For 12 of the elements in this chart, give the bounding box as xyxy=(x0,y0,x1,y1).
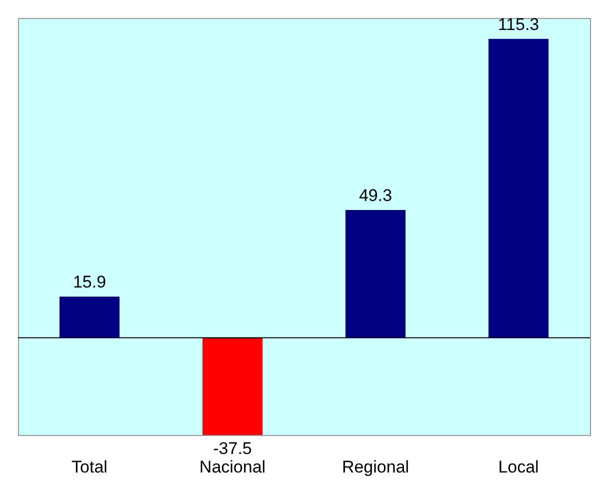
x-tick-label: Total xyxy=(72,458,108,476)
bar xyxy=(488,38,549,338)
bar xyxy=(345,210,406,338)
x-tick-label: Nacional xyxy=(199,458,266,476)
data-label: 49.3 xyxy=(358,186,392,205)
bar xyxy=(59,296,120,338)
data-label: 15.9 xyxy=(72,272,106,292)
data-label: -37.5 xyxy=(213,439,252,458)
x-tick-label: Regional xyxy=(342,458,410,476)
data-label: 115.3 xyxy=(498,14,540,34)
x-tick-label: Local xyxy=(498,458,539,476)
bar xyxy=(202,338,263,435)
